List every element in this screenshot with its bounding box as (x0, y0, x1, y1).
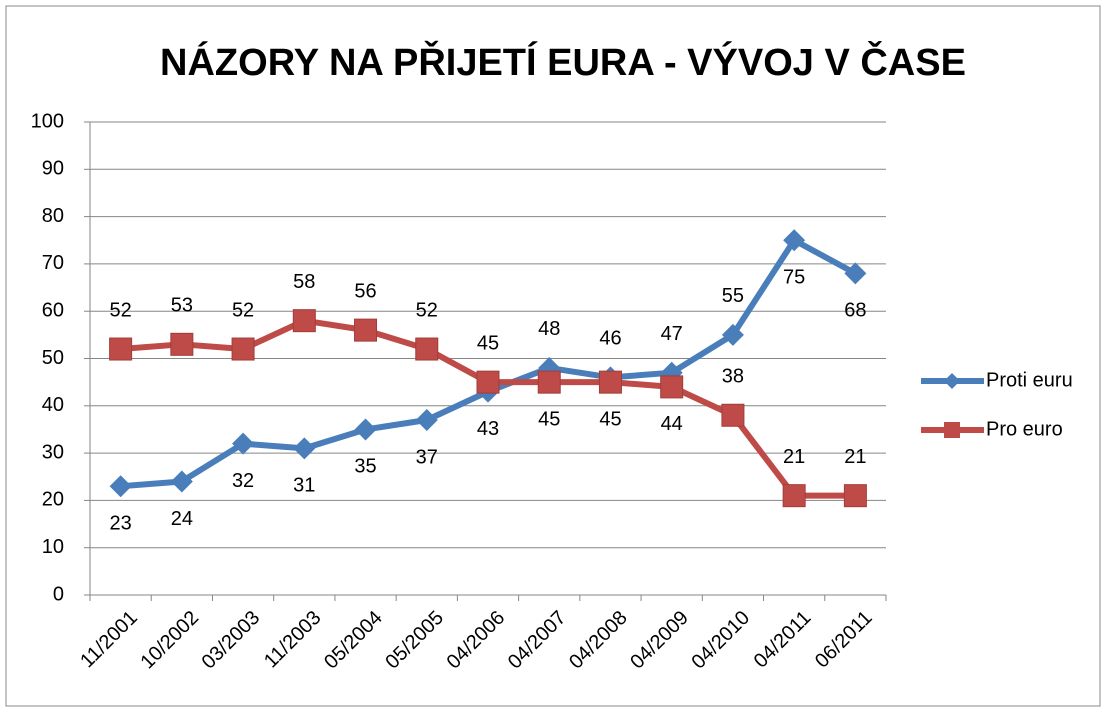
y-tick-label: 70 (42, 252, 64, 274)
data-label: 52 (109, 299, 131, 321)
chart-title: NÁZORY NA PŘIJETÍ EURA - VÝVOJ V ČASE (160, 39, 966, 84)
y-tick-label: 50 (42, 347, 64, 369)
y-tick-label: 90 (42, 158, 64, 180)
chart-frame (5, 5, 1101, 707)
marker (354, 418, 377, 441)
data-label: 58 (293, 271, 315, 293)
marker (293, 437, 316, 460)
marker (415, 337, 439, 361)
legend-marker (944, 373, 960, 389)
marker (721, 323, 744, 346)
marker (782, 484, 806, 508)
marker (170, 470, 193, 493)
legend-label: Pro euro (986, 418, 1063, 440)
marker (843, 484, 867, 508)
data-label: 55 (722, 285, 744, 307)
data-label: 75 (783, 267, 805, 289)
marker (415, 408, 438, 431)
data-label: 37 (416, 446, 438, 468)
data-label: 47 (661, 323, 683, 345)
data-label: 31 (293, 475, 315, 497)
y-tick-label: 40 (42, 394, 64, 416)
data-label: 56 (354, 280, 376, 302)
data-label: 21 (844, 446, 866, 468)
marker (476, 370, 500, 394)
data-label: 52 (416, 299, 438, 321)
y-tick-label: 0 (53, 583, 64, 605)
data-label: 44 (661, 413, 683, 435)
marker (292, 309, 316, 333)
data-label: 23 (109, 512, 131, 534)
marker (231, 337, 255, 361)
data-label: 68 (844, 300, 866, 322)
y-tick-label: 60 (42, 299, 64, 321)
data-label: 45 (538, 408, 560, 430)
data-label: 46 (599, 328, 621, 350)
marker (537, 370, 561, 394)
data-label: 48 (538, 318, 560, 340)
marker (721, 403, 745, 427)
y-tick-label: 80 (42, 205, 64, 227)
data-label: 38 (722, 366, 744, 388)
data-label: 45 (599, 408, 621, 430)
y-tick-label: 30 (42, 441, 64, 463)
marker (170, 332, 194, 356)
y-tick-label: 20 (42, 489, 64, 511)
data-label: 52 (232, 299, 254, 321)
marker (660, 375, 684, 399)
marker (844, 262, 867, 285)
data-label: 32 (232, 470, 254, 492)
data-label: 35 (354, 456, 376, 478)
marker (232, 432, 255, 455)
marker (783, 229, 806, 252)
y-tick-label: 100 (31, 110, 64, 132)
marker (109, 337, 133, 361)
legend-label: Proti euru (986, 369, 1073, 391)
data-label: 43 (477, 418, 499, 440)
marker (354, 318, 378, 342)
marker (109, 475, 132, 498)
data-label: 45 (477, 332, 499, 354)
data-label: 53 (171, 295, 193, 317)
y-tick-label: 10 (42, 536, 64, 558)
data-label: 24 (171, 508, 193, 530)
marker (598, 370, 622, 394)
legend-marker (944, 422, 960, 438)
data-label: 21 (783, 446, 805, 468)
